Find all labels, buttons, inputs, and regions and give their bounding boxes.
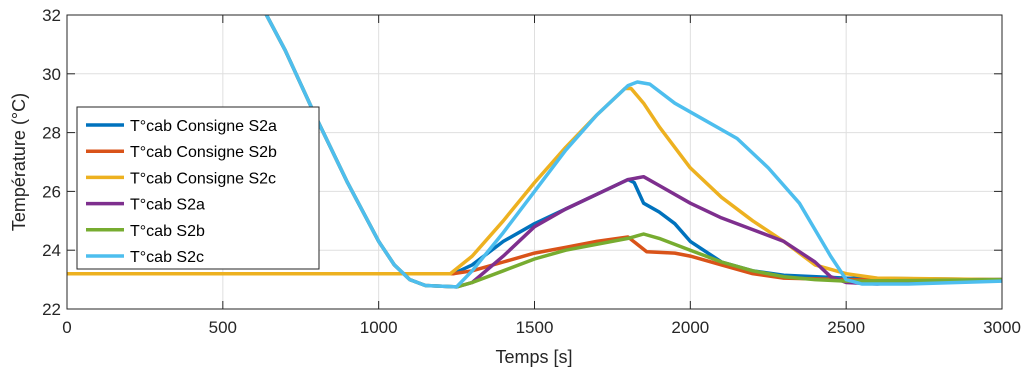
legend-label: T°cab Consigne S2a xyxy=(130,118,277,135)
x-tick-label: 500 xyxy=(209,318,237,337)
y-tick-label: 22 xyxy=(42,300,61,319)
series-line-2 xyxy=(67,235,1002,282)
axis-ticks xyxy=(66,14,1003,310)
legend-label: T°cab S2b xyxy=(130,223,205,240)
y-tick-label: 26 xyxy=(42,182,61,201)
y-tick-label: 32 xyxy=(42,6,61,25)
legend-label: T°cab Consigne S2c xyxy=(130,170,276,187)
x-tick-label: 3000 xyxy=(983,318,1021,337)
legend-box xyxy=(76,106,320,270)
legend-label: T°cab Consigne S2b xyxy=(130,144,277,161)
y-tick-label: 30 xyxy=(42,65,61,84)
x-tick-labels: 0 500 1000 1500 2000 2500 3000 xyxy=(62,318,1021,337)
y-tick-label: 28 xyxy=(42,124,61,143)
series-line-6 xyxy=(264,15,1002,289)
x-tick-label: 0 xyxy=(62,318,71,337)
y-tick-label: 24 xyxy=(42,241,61,260)
y-axis-title: Température (°C) xyxy=(9,93,29,231)
legend-label: T°cab S2a xyxy=(130,197,205,214)
x-tick-label: 2500 xyxy=(827,318,865,337)
y-tick-labels: 22 24 26 28 30 32 xyxy=(42,6,61,319)
legend: T°cab Consigne S2a T°cab Consigne S2b T°ca… xyxy=(76,106,320,270)
x-tick-label: 2000 xyxy=(671,318,709,337)
x-axis-title: Temps [s] xyxy=(495,347,572,367)
series-lines xyxy=(67,15,1002,289)
x-tick-label: 1000 xyxy=(360,318,398,337)
series-line-3 xyxy=(67,86,1002,282)
x-tick-label: 1500 xyxy=(516,318,554,337)
legend-label: T°cab S2c xyxy=(130,249,204,266)
